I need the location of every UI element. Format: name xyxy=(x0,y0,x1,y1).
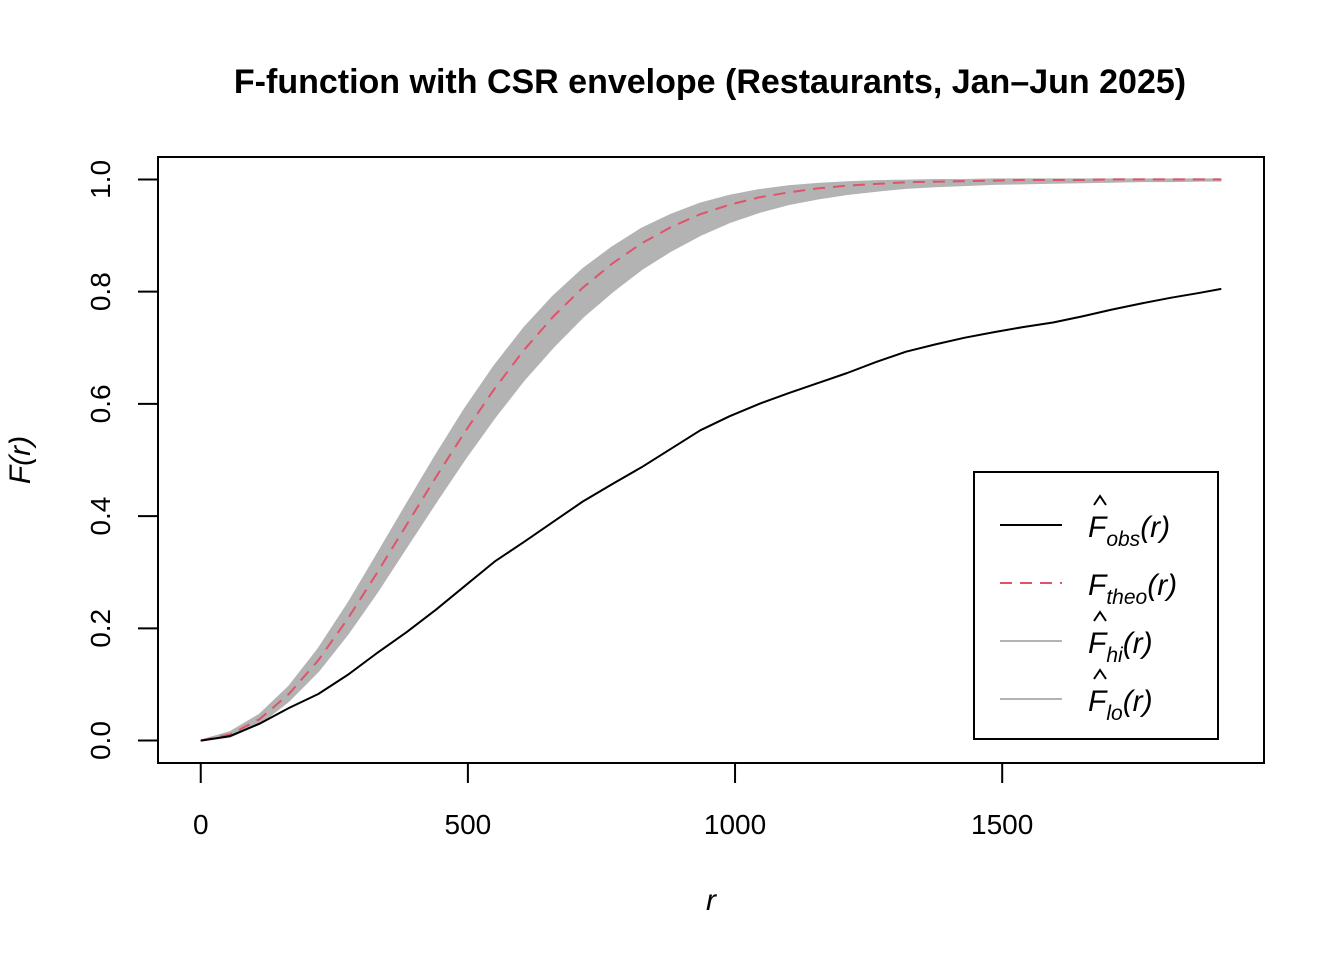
series-line-obs xyxy=(200,287,1222,742)
legend-label-arg: (r) xyxy=(1123,685,1153,718)
legend-label-sub: theo xyxy=(1106,586,1147,609)
legend-label-sub: hi xyxy=(1106,644,1124,667)
legend-label-sub: lo xyxy=(1106,702,1123,725)
legend-label-theo: Ftheo(r) xyxy=(1088,569,1177,609)
x-tick-label: 1500 xyxy=(971,809,1033,840)
legend: Fobs(r)Ftheo(r)Fhi(r)Flo(r) xyxy=(973,471,1219,740)
legend-label-main: F xyxy=(1088,569,1108,602)
y-axis-label: F(r) xyxy=(4,436,37,484)
x-axis: 0 500 1000 1500 xyxy=(193,762,1033,840)
legend-label-main: F xyxy=(1088,511,1108,544)
legend-label-arg: (r) xyxy=(1140,511,1170,544)
legend-label-main: F xyxy=(1088,685,1108,718)
y-tick-label: 0.2 xyxy=(85,609,116,648)
chart-title: F-function with CSR envelope (Restaurant… xyxy=(234,63,1186,101)
y-tick-label: 0.0 xyxy=(85,721,116,760)
x-tick-label: 500 xyxy=(445,809,492,840)
plot-area xyxy=(200,178,1222,742)
envelope-band xyxy=(200,179,1222,741)
legend-hat-hi xyxy=(1093,610,1107,622)
legend-label-arg: (r) xyxy=(1123,627,1153,660)
legend-box xyxy=(973,471,1219,740)
y-tick-label: 0.8 xyxy=(85,272,116,311)
legend-label-main: F xyxy=(1088,627,1108,660)
legend-hat-lo xyxy=(1093,668,1107,680)
series-line-theo xyxy=(200,178,1222,742)
y-axis: 0.0 0.2 0.4 0.6 0.8 1.0 xyxy=(85,160,159,760)
x-tick-label: 0 xyxy=(193,809,209,840)
x-tick-label: 1000 xyxy=(704,809,766,840)
legend-hat-obs xyxy=(1093,494,1107,506)
series-line-lo xyxy=(200,179,1222,742)
legend-label-obs: Fobs(r) xyxy=(1088,511,1170,551)
legend-label-sub: obs xyxy=(1106,528,1140,551)
svg-text:F(r): F(r) xyxy=(4,436,37,484)
legend-label-lo: Flo(r) xyxy=(1088,685,1153,725)
y-tick-label: 0.4 xyxy=(85,497,116,536)
y-axis-label-arg: (r) xyxy=(4,436,37,466)
legend-label-arg: (r) xyxy=(1147,569,1177,602)
y-tick-label: 1.0 xyxy=(85,160,116,199)
legend-label-hi: Fhi(r) xyxy=(1088,627,1153,667)
y-axis-label-main: F xyxy=(4,464,37,484)
y-tick-label: 0.6 xyxy=(85,384,116,423)
x-axis-label: r xyxy=(706,884,717,917)
